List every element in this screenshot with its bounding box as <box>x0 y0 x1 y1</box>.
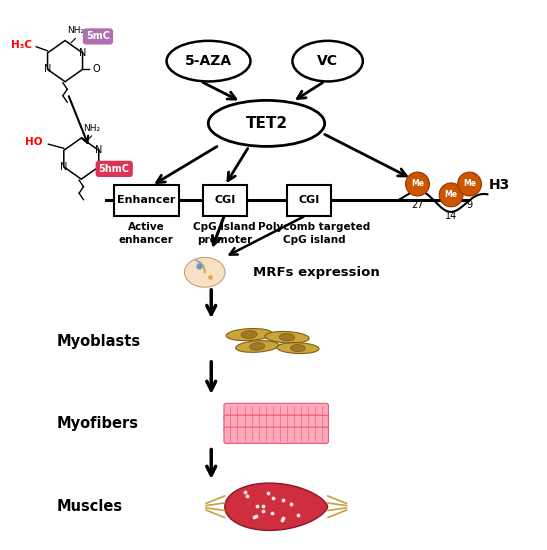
Circle shape <box>406 172 429 196</box>
Ellipse shape <box>241 331 257 338</box>
Text: 5hmC: 5hmC <box>98 164 130 174</box>
FancyBboxPatch shape <box>203 185 247 216</box>
Text: Myoblasts: Myoblasts <box>57 333 141 349</box>
Ellipse shape <box>277 343 319 354</box>
Text: CGI: CGI <box>298 195 319 205</box>
Ellipse shape <box>236 340 279 353</box>
Ellipse shape <box>208 101 325 146</box>
Text: VC: VC <box>317 54 338 68</box>
Ellipse shape <box>184 257 225 287</box>
Text: 9: 9 <box>467 200 473 210</box>
Text: 5-AZA: 5-AZA <box>185 54 232 68</box>
Circle shape <box>458 172 481 196</box>
Text: 27: 27 <box>411 200 424 210</box>
Text: HO: HO <box>25 137 42 147</box>
Text: TET2: TET2 <box>246 116 288 131</box>
Ellipse shape <box>226 328 272 340</box>
FancyBboxPatch shape <box>224 403 328 420</box>
Polygon shape <box>225 483 328 530</box>
Text: Active
enhancer: Active enhancer <box>119 223 174 245</box>
Ellipse shape <box>265 332 309 343</box>
Ellipse shape <box>280 333 295 341</box>
FancyBboxPatch shape <box>224 427 328 443</box>
Text: 5mC: 5mC <box>86 31 110 41</box>
Text: O: O <box>93 64 101 74</box>
Text: H3: H3 <box>489 178 510 192</box>
Ellipse shape <box>293 41 363 81</box>
Text: Polycomb targeted
CpG island: Polycomb targeted CpG island <box>258 223 370 245</box>
Ellipse shape <box>167 41 251 81</box>
Text: N: N <box>44 64 51 74</box>
Circle shape <box>439 183 463 207</box>
Text: H₃C: H₃C <box>11 40 32 49</box>
Text: CGI: CGI <box>214 195 235 205</box>
Text: MRFs expression: MRFs expression <box>253 266 380 279</box>
Text: Muscles: Muscles <box>57 499 123 514</box>
Text: CpG island
promoter: CpG island promoter <box>194 223 256 245</box>
Text: 14: 14 <box>445 211 457 221</box>
Text: N: N <box>60 162 67 172</box>
FancyBboxPatch shape <box>114 185 179 216</box>
FancyBboxPatch shape <box>224 415 328 432</box>
Text: Myofibers: Myofibers <box>57 416 139 431</box>
Text: Me: Me <box>463 179 476 188</box>
Ellipse shape <box>290 344 305 351</box>
Text: N: N <box>79 48 86 58</box>
Text: NH₂: NH₂ <box>83 124 100 133</box>
FancyBboxPatch shape <box>287 185 330 216</box>
Text: Me: Me <box>445 190 458 199</box>
Text: N: N <box>95 145 102 155</box>
Text: Me: Me <box>411 179 424 188</box>
Text: O: O <box>109 162 117 172</box>
Text: NH₂: NH₂ <box>67 26 84 35</box>
Ellipse shape <box>249 343 265 350</box>
Text: Enhancer: Enhancer <box>117 195 176 205</box>
